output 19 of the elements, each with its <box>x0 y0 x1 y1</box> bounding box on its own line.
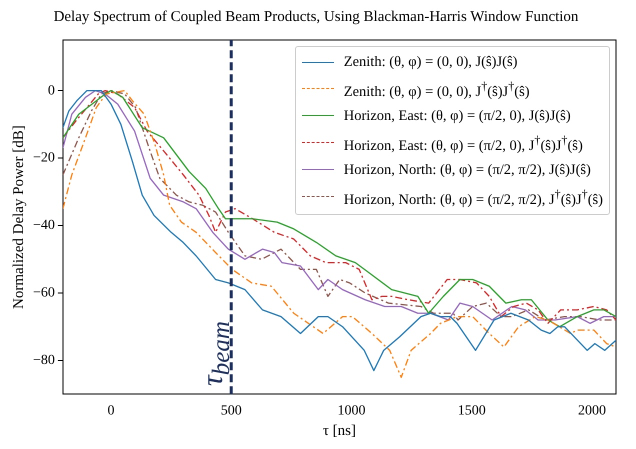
x-axis-title: τ [ns] <box>322 422 356 439</box>
y-tick-label: −60 <box>32 286 55 301</box>
y-tick-label: −20 <box>32 150 55 166</box>
legend-label: Zenith: (θ, φ) = (0, 0), J(ŝ)J(ŝ) <box>344 53 518 72</box>
y-tick-label: 0 <box>48 83 55 98</box>
x-tick-label: 1000 <box>337 403 366 418</box>
x-tick-label: 1500 <box>458 403 486 418</box>
legend-label: Horizon, North: (θ, φ) = (π/2, π/2), J$^{†}$(ŝ)J$^{†}$(ŝ) <box>344 186 603 210</box>
legend-label: Horizon, North: (θ, φ) = (π/2, π/2), J(ŝ)J(ŝ) <box>344 160 591 180</box>
y-axis-title: Normalized Delay Power [dB] <box>10 125 27 309</box>
legend-label: Horizon, East: (θ, φ) = (π/2, 0), J(ŝ)J(ŝ) <box>344 106 571 126</box>
x-tick-label: 2000 <box>578 403 606 418</box>
chart-title: Delay Spectrum of Coupled Beam Products, Using Blackman-Harris Window Function <box>54 8 579 25</box>
x-tick-label: 0 <box>107 403 114 418</box>
legend-label: Horizon, East: (θ, φ) = (π/2, 0), J$^{†}$(ŝ)J$^{†}$(ŝ) <box>344 132 583 156</box>
y-tick-label: −80 <box>32 353 55 368</box>
y-tick-label: −40 <box>32 218 55 234</box>
legend-label: Zenith: (θ, φ) = (0, 0), J$^{†}$(ŝ)J$^{†}$(ŝ) <box>344 78 530 102</box>
x-tick-label: 500 <box>220 403 242 418</box>
